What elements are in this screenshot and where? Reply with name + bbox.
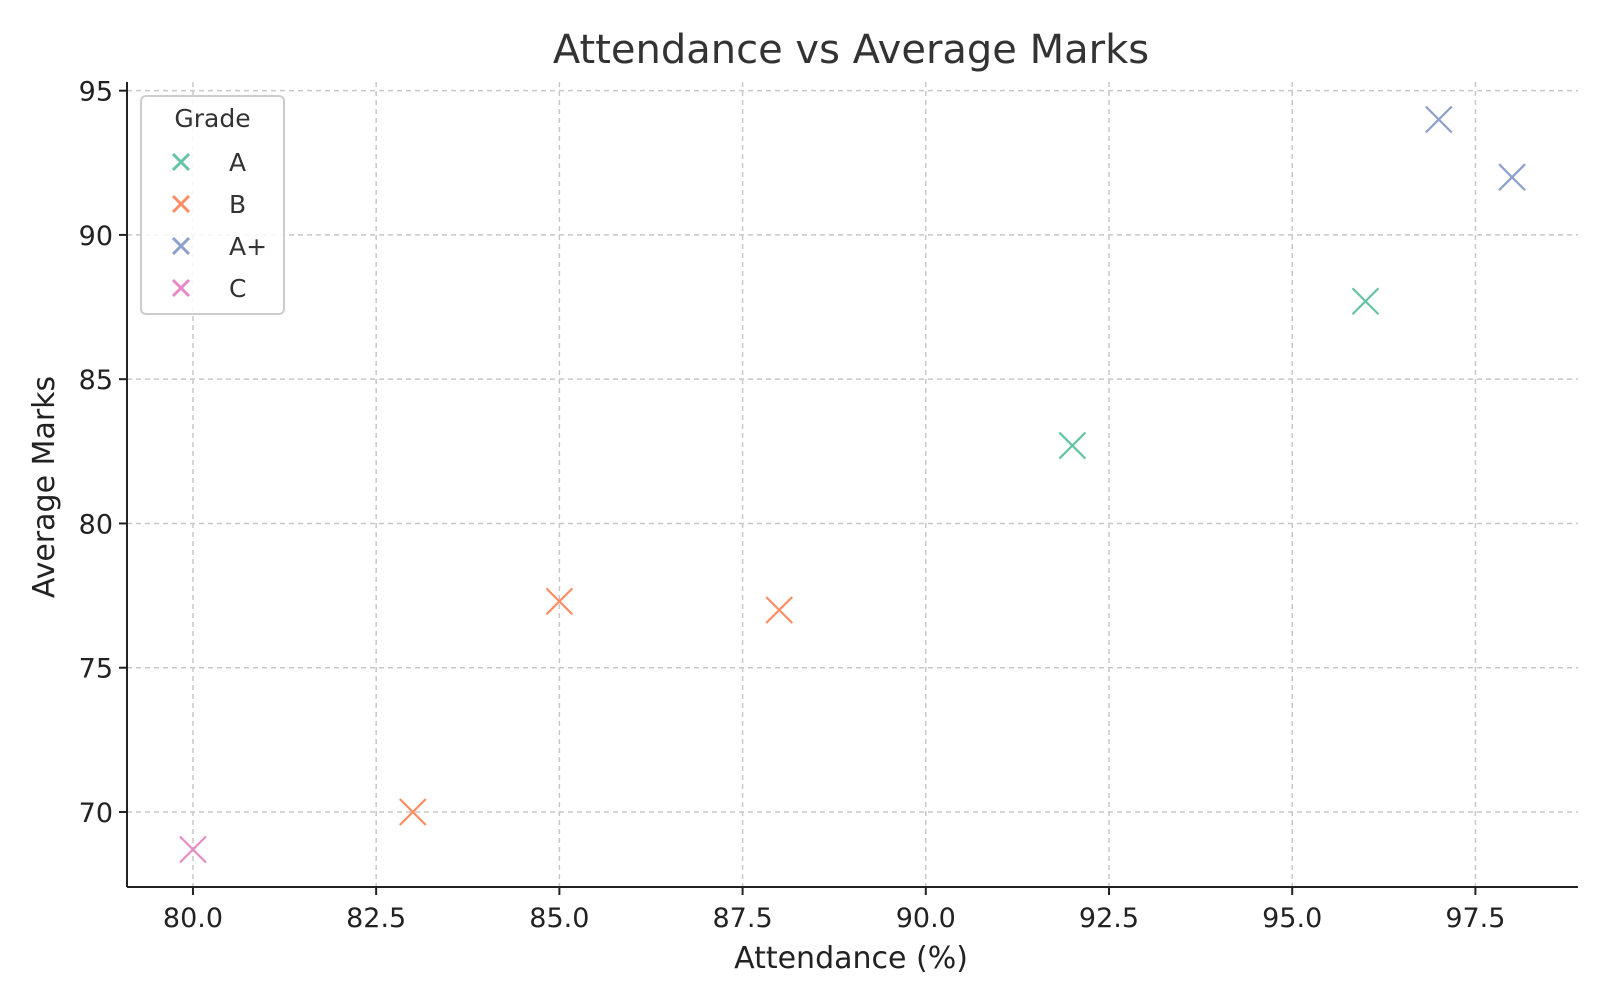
legend-label: A: [229, 148, 246, 177]
legend-marker: [171, 278, 191, 298]
y-axis-label: Average Marks: [27, 376, 62, 598]
data-point: [765, 596, 793, 624]
y-tick-label: 75: [79, 654, 113, 685]
x-tick-label: 97.5: [1445, 903, 1505, 934]
data-point: [1424, 105, 1453, 134]
data-point: [179, 835, 207, 864]
y-tick-label: 95: [79, 77, 113, 108]
data-point: [1058, 431, 1087, 460]
data-point: [1498, 163, 1526, 191]
x-tick-label: 90.0: [896, 903, 956, 934]
legend-marker: [171, 194, 191, 214]
y-tick-label: 85: [79, 365, 113, 396]
data-point: [399, 798, 427, 826]
x-tick-label: 95.0: [1262, 903, 1322, 934]
axes: 80.0 82.5 85.0 87.5 90.0 92.5 95.0 97.5 70 75 80 85…: [79, 77, 1578, 934]
legend-box: [140, 95, 285, 315]
x-tick-label: 87.5: [713, 903, 773, 934]
x-axis-label: Attendance (%): [734, 941, 968, 976]
grid-lines: [127, 82, 1578, 887]
legend-label: A+: [229, 232, 267, 261]
x-tick-label: 92.5: [1079, 903, 1139, 934]
legend-title: Grade: [174, 104, 250, 133]
y-tick-label: 80: [79, 509, 113, 540]
legend-label: C: [229, 274, 246, 303]
legend-label: B: [229, 190, 246, 219]
chart-title: Attendance vs Average Marks: [553, 27, 1149, 73]
y-tick-label: 90: [79, 221, 113, 252]
x-tick-label: 80.0: [163, 903, 223, 934]
y-tick-label: 70: [79, 798, 113, 829]
data-point: [545, 587, 574, 616]
data-point: [1351, 287, 1380, 316]
legend-marker: [171, 152, 191, 172]
x-tick-label: 82.5: [346, 903, 406, 934]
x-tick-label: 85.0: [529, 903, 589, 934]
legend: Grade AB A+ C: [140, 95, 285, 315]
data-points: [179, 105, 1526, 864]
legend-marker: [171, 236, 191, 256]
